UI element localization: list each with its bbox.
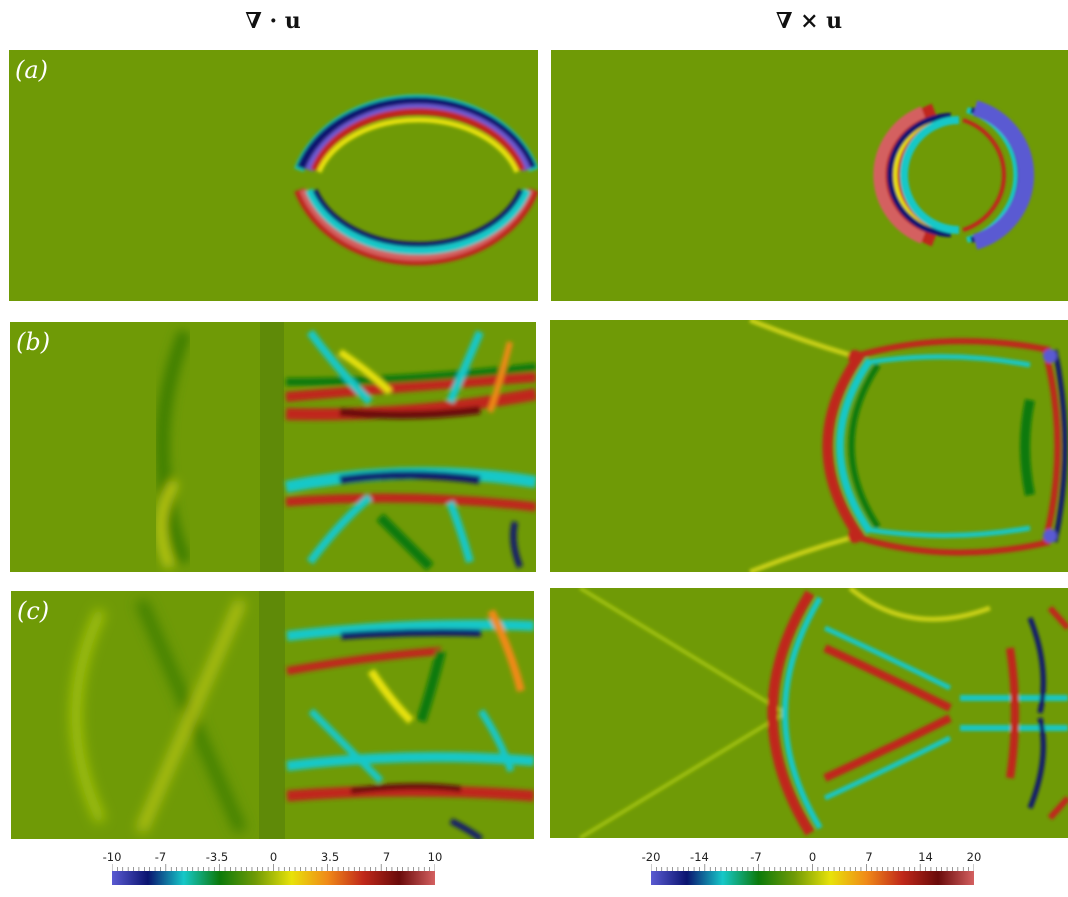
panel-a-curl xyxy=(551,50,1068,301)
divergence-colorbar-minor-ticks xyxy=(112,864,435,871)
divergence-colorbar: -10 -7 -3.5 0 3.5 7 10 xyxy=(103,850,443,896)
colorbar-tick-label: 10 xyxy=(427,850,443,864)
colorbar-tick-label: -10 xyxy=(102,850,122,864)
colorbar-tick-label: 7 xyxy=(865,850,873,864)
curl-colorbar-tick-labels: -20 -14 -7 0 7 14 20 xyxy=(642,850,982,870)
colorbar-tick-label: -7 xyxy=(750,850,762,864)
colorbar-tick-label: -14 xyxy=(690,850,709,864)
curl-colorbar: -20 -14 -7 0 7 14 20 xyxy=(642,850,982,896)
divergence-column-header: ∇ · u xyxy=(245,8,301,34)
colorbar-tick-label: 0 xyxy=(808,850,817,864)
colorbar-tick-label: 0 xyxy=(269,850,278,864)
panel-a-divergence: (a) xyxy=(9,50,538,301)
divergence-colorbar-tick-labels: -10 -7 -3.5 0 3.5 7 10 xyxy=(103,850,443,870)
panel-c-curl xyxy=(550,588,1068,838)
colorbar-tick-label: 3.5 xyxy=(320,850,340,864)
colorbar-tick-label: 7 xyxy=(382,850,391,864)
colorbar-tick-label: -20 xyxy=(641,850,661,864)
colorbar-tick-label: -3.5 xyxy=(205,850,229,864)
panel-label-b: (b) xyxy=(16,328,51,356)
divergence-colorbar-gradient xyxy=(112,871,435,885)
panel-label-a: (a) xyxy=(15,56,49,84)
colorbar-tick-label: -7 xyxy=(154,850,167,864)
colorbar-tick-label: 20 xyxy=(966,850,982,864)
curl-colorbar-minor-ticks xyxy=(651,864,974,871)
curl-colorbar-gradient xyxy=(651,871,974,885)
panel-b-divergence: (b) xyxy=(10,322,536,572)
panel-b-curl xyxy=(550,320,1068,572)
colorbar-tick-label: 14 xyxy=(918,850,933,864)
panel-label-c: (c) xyxy=(17,597,50,625)
panel-c-divergence: (c) xyxy=(11,591,534,839)
curl-column-header: ∇ × u xyxy=(775,8,843,34)
